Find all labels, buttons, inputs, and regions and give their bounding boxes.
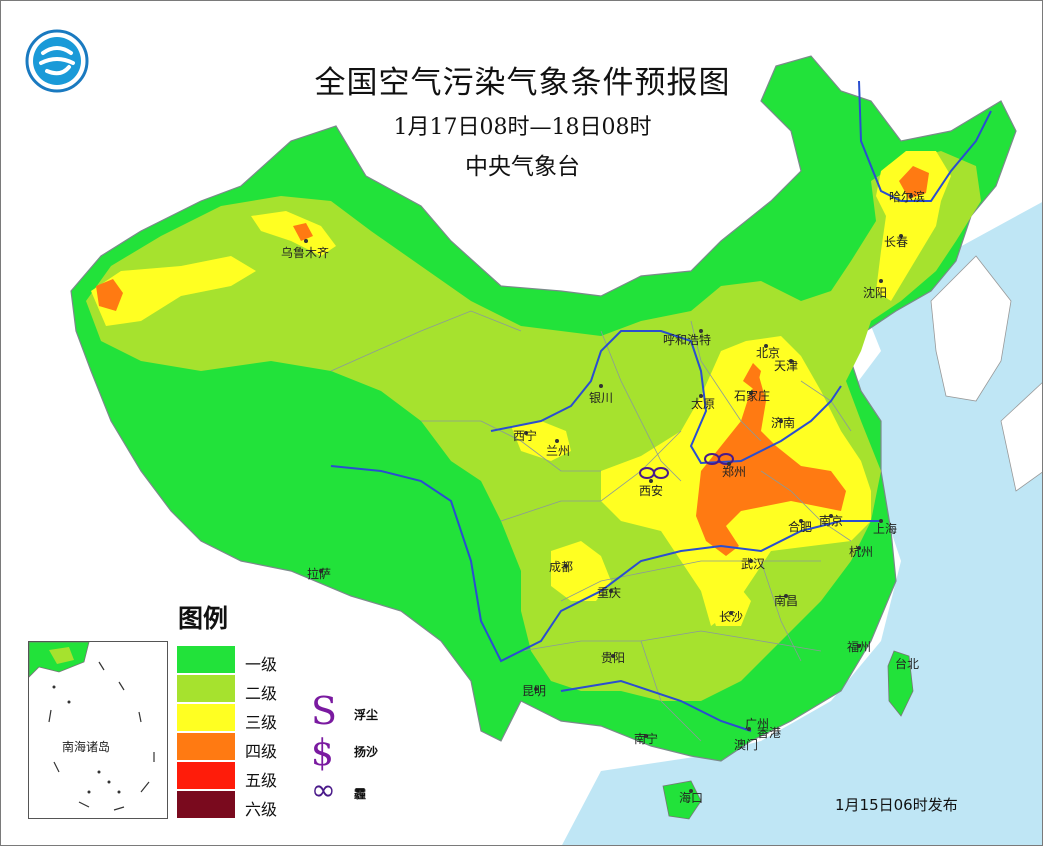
legend-label-level2: 二级 (245, 684, 278, 703)
city-label-guangzhou: 广州 (745, 717, 770, 731)
haze-icon: ∞ (311, 773, 336, 808)
zone-level4-harbin (899, 166, 929, 199)
city-label-wuhan: 武汉 (741, 557, 766, 571)
city-label-hohhot: 呼和浩特 (663, 333, 712, 347)
zone-level3-urumqi (251, 211, 336, 256)
city-label-nanning: 南宁 (634, 732, 659, 746)
city-label-xining: 西宁 (513, 429, 538, 443)
japan-land (1000, 382, 1042, 492)
legend-swatch-level2 (177, 675, 235, 702)
city-label-fuzhou: 福州 (847, 640, 872, 654)
legend-swatch-level3 (177, 704, 235, 731)
cma-logo (25, 29, 89, 93)
zone-level4-urumqi (293, 223, 313, 241)
legend-label-level1: 一级 (245, 655, 278, 674)
map-title: 全国空气污染气象条件预报图 (314, 65, 731, 101)
city-label-changchun: 长春 (884, 235, 909, 249)
map-subtitle: 1月17日08时—18日08时 (393, 115, 652, 140)
city-label-macau: 澳门 (734, 738, 759, 752)
city-label-urumqi: 乌鲁木齐 (281, 246, 330, 260)
legend-label-level6: 六级 (245, 800, 278, 819)
legend-label-level3: 三级 (245, 713, 278, 732)
city-label-chongqing: 重庆 (597, 586, 622, 600)
city-label-nanchang: 南昌 (774, 594, 799, 608)
city-label-jinan: 济南 (771, 416, 796, 430)
haze-symbols (639, 453, 734, 479)
zone-level4-central (696, 376, 846, 556)
city-label-haikou: 海口 (679, 791, 704, 805)
zone-level4-xinjiang (96, 279, 123, 311)
zone-level4-beijing (743, 363, 761, 391)
city-label-lhasa: 拉萨 (307, 567, 332, 581)
city-label-harbin: 哈尔滨 (889, 190, 926, 204)
sea-east (562, 202, 1042, 845)
zone-level3-northeast (876, 151, 951, 301)
yangtze-river (330, 465, 881, 663)
city-dots (304, 194, 913, 793)
legend-swatch-level5 (177, 762, 235, 789)
city-label-shijiazhuang: 石家庄 (734, 389, 771, 403)
zone-level3-changsha (701, 576, 751, 626)
korea-land (930, 255, 1012, 402)
city-label-nanjing: 南京 (819, 514, 844, 528)
taiwan-land (887, 650, 914, 717)
city-label-guiyang: 贵阳 (601, 651, 626, 665)
city-label-yinchuan: 银川 (589, 391, 614, 405)
heilong-river (858, 80, 992, 202)
legend-swatch-level1 (177, 646, 235, 673)
legend-swatch-level6 (177, 791, 235, 818)
issued-time: 1月15日06时发布 (835, 796, 958, 814)
blowing-sand-label: 扬沙 (354, 745, 379, 759)
inset-map (29, 642, 155, 811)
pearl-river (560, 679, 752, 732)
legend-label-level4: 四级 (245, 742, 278, 761)
city-label-shanghai: 上海 (873, 522, 898, 536)
city-label-hefei: 合肥 (788, 520, 813, 534)
city-label-shenyang: 沈阳 (863, 286, 888, 300)
city-label-changsha: 长沙 (719, 610, 744, 624)
floating-dust-icon: S (311, 689, 338, 733)
city-label-hongkong: 香港 (757, 726, 782, 740)
zone-level3-chengdu (551, 541, 611, 601)
legend-swatch-level4 (177, 733, 235, 760)
floating-dust-label: 浮尘 (354, 708, 379, 722)
zone-level3-xinjiang (91, 256, 256, 326)
legend-title: 图例 (178, 604, 229, 633)
yellow-river (490, 330, 842, 465)
city-label-taipei: 台北 (895, 657, 920, 671)
haze-label: 霾 (354, 787, 367, 801)
city-label-kunming: 昆明 (522, 684, 547, 698)
rivers (330, 80, 992, 732)
blowing-sand-icon: $ (311, 733, 334, 774)
city-label-beijing: 北京 (756, 346, 781, 360)
city-label-hangzhou: 杭州 (849, 545, 874, 559)
city-label-lanzhou: 兰州 (546, 444, 571, 458)
city-label-chengdu: 成都 (549, 560, 574, 574)
city-label-taiyuan: 太原 (691, 397, 716, 411)
city-label-zhengzhou: 郑州 (722, 465, 747, 479)
inset-label: 南海诸岛 (62, 740, 111, 754)
city-label-tianjin: 天津 (774, 359, 799, 373)
south-china-sea-inset: 南海诸岛 (28, 641, 168, 819)
agency-name: 中央气象台 (465, 154, 580, 180)
legend-label-level5: 五级 (245, 771, 278, 790)
city-label-xian: 西安 (639, 484, 664, 498)
